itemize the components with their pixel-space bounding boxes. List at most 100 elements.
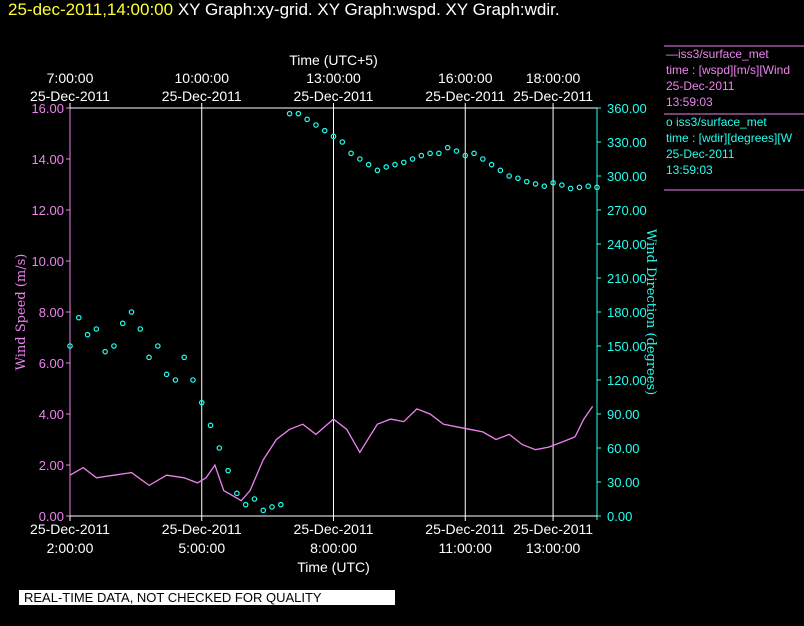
y-left-tick-label: 6.00 [39,356,64,371]
wdir-point [295,110,302,117]
x-bottom-tick-time: 11:00:00 [439,540,493,556]
x-bottom-tick-date: 25-Dec-2011 [425,521,505,537]
wdir-point [330,133,337,140]
x-top-tick-time: 10:00:00 [175,70,230,86]
y-right-tick-label: 360.00 [607,101,647,116]
wdir-point [506,173,512,179]
wdir-point [163,371,170,378]
wdir-point [532,181,539,187]
y-right-axis-title: Wind Direction (degrees) [643,229,658,395]
wdir-point [480,156,486,162]
y-right-tick-label: 150.00 [607,339,647,354]
y-left-axis-title: Wind Speed (m/s) [14,254,29,371]
wdir-point [234,490,240,497]
x-bottom-tick-date: 25-Dec-2011 [162,521,242,537]
y-left-tick-label: 4.00 [39,407,64,422]
wdir-point [286,110,293,117]
wdir-point [216,445,223,451]
wdir-point [84,331,91,338]
wdir-point [585,183,592,190]
wdir-point [181,354,187,361]
wdir-point [392,161,398,168]
y-left-tick-label: 16.00 [31,101,64,116]
wdir-point [515,175,521,182]
y-right-tick-label: 0.00 [607,509,632,524]
header-graph-list: XY Graph:xy-grid. XY Graph:wspd. XY Grap… [177,0,560,19]
y-right-tick-label: 120.00 [607,373,647,388]
wdir-point [523,178,530,185]
wdir-point [348,150,354,157]
y-left-tick-label: 0.00 [39,509,64,524]
quality-disclaimer: REAL-TIME DATA, NOT CHECKED FOR QUALITY [19,590,395,605]
header-timestamp: 25-dec-2011,14:00:00 [8,0,174,19]
x-top-tick-time: 13:00:00 [306,70,361,86]
x-bottom-axis-title: Time (UTC) [297,559,370,575]
wdir-point [67,343,73,349]
x-top-tick-date: 25-Dec-2011 [30,88,110,104]
y-left-tick-label: 12.00 [31,203,64,218]
wdir-point [75,314,82,321]
y-right-tick-label: 300.00 [607,169,647,184]
wspd-series-line [69,406,594,502]
x-bottom-tick-date: 25-Dec-2011 [30,521,110,537]
wdir-point [260,507,267,514]
legend-wdir-name: o iss3/surface_met [666,115,767,129]
legend-wdir-var: time : [wdir][degrees][W [666,131,793,145]
x-top-tick-date: 25-Dec-2011 [425,88,505,104]
wdir-point [146,354,152,361]
wdir-point [497,167,504,174]
x-top-tick-date: 25-Dec-2011 [294,88,374,104]
y-right-tick-label: 240.00 [607,237,647,252]
y-right-tick-label: 180.00 [607,305,647,320]
legend-wdir-time: 13:59:03 [666,163,713,177]
wdir-point [576,184,583,191]
wdir-point [339,139,346,145]
wdir-point [119,320,126,327]
wdir-point [251,496,258,502]
wdir-point [357,156,363,162]
wdir-point [313,122,319,128]
wdir-point [111,343,117,349]
wdir-point [453,148,460,154]
wdir-point [102,348,108,355]
x-top-tick-time: 7:00:00 [47,70,94,86]
x-bottom-tick-date: 25-Dec-2011 [513,521,593,537]
y-right-tick-label: 330.00 [607,135,647,150]
wdir-point [172,377,179,383]
wdir-point [488,161,495,168]
legend-wdir-date: 25-Dec-2011 [666,147,735,161]
wdir-point [427,150,433,157]
y-right-tick-label: 90.00 [607,407,640,422]
legend-wdir-marker-icon: o [666,115,677,129]
wdir-point [436,150,442,157]
wdir-point [304,116,310,123]
wdir-point [225,467,231,474]
wdir-point [277,501,284,508]
wdir-point [365,161,372,168]
wdir-point [321,127,328,134]
legend-wspd-line-icon: — [666,47,678,61]
wdir-point [550,180,556,186]
wdir-point [155,343,161,349]
x-top-tick-time: 16:00:00 [438,70,493,86]
legend-wspd-var: time : [wspd][m/s][Wind [666,63,791,77]
x-top-tick-time: 18:00:00 [526,70,581,86]
x-bottom-tick-time: 13:00:00 [526,540,581,556]
x-bottom-tick-time: 8:00:00 [310,540,357,556]
wdir-point [594,184,600,191]
y-right-tick-label: 30.00 [607,475,640,490]
wdir-point [93,326,100,332]
wdir-point [462,152,469,159]
wdir-point [137,326,144,332]
wdir-point [400,159,407,166]
wdir-point [242,501,249,508]
wdir-point [198,399,205,406]
x-bottom-tick-date: 25-Dec-2011 [294,521,374,537]
wdir-point [269,504,275,510]
x-top-tick-date: 25-Dec-2011 [513,88,593,104]
wdir-point [541,183,548,190]
wdir-point [418,152,425,159]
wdir-point [471,150,477,157]
y-right-tick-label: 60.00 [607,441,640,456]
legend-wspd-name: —iss3/surface_met [666,47,769,61]
